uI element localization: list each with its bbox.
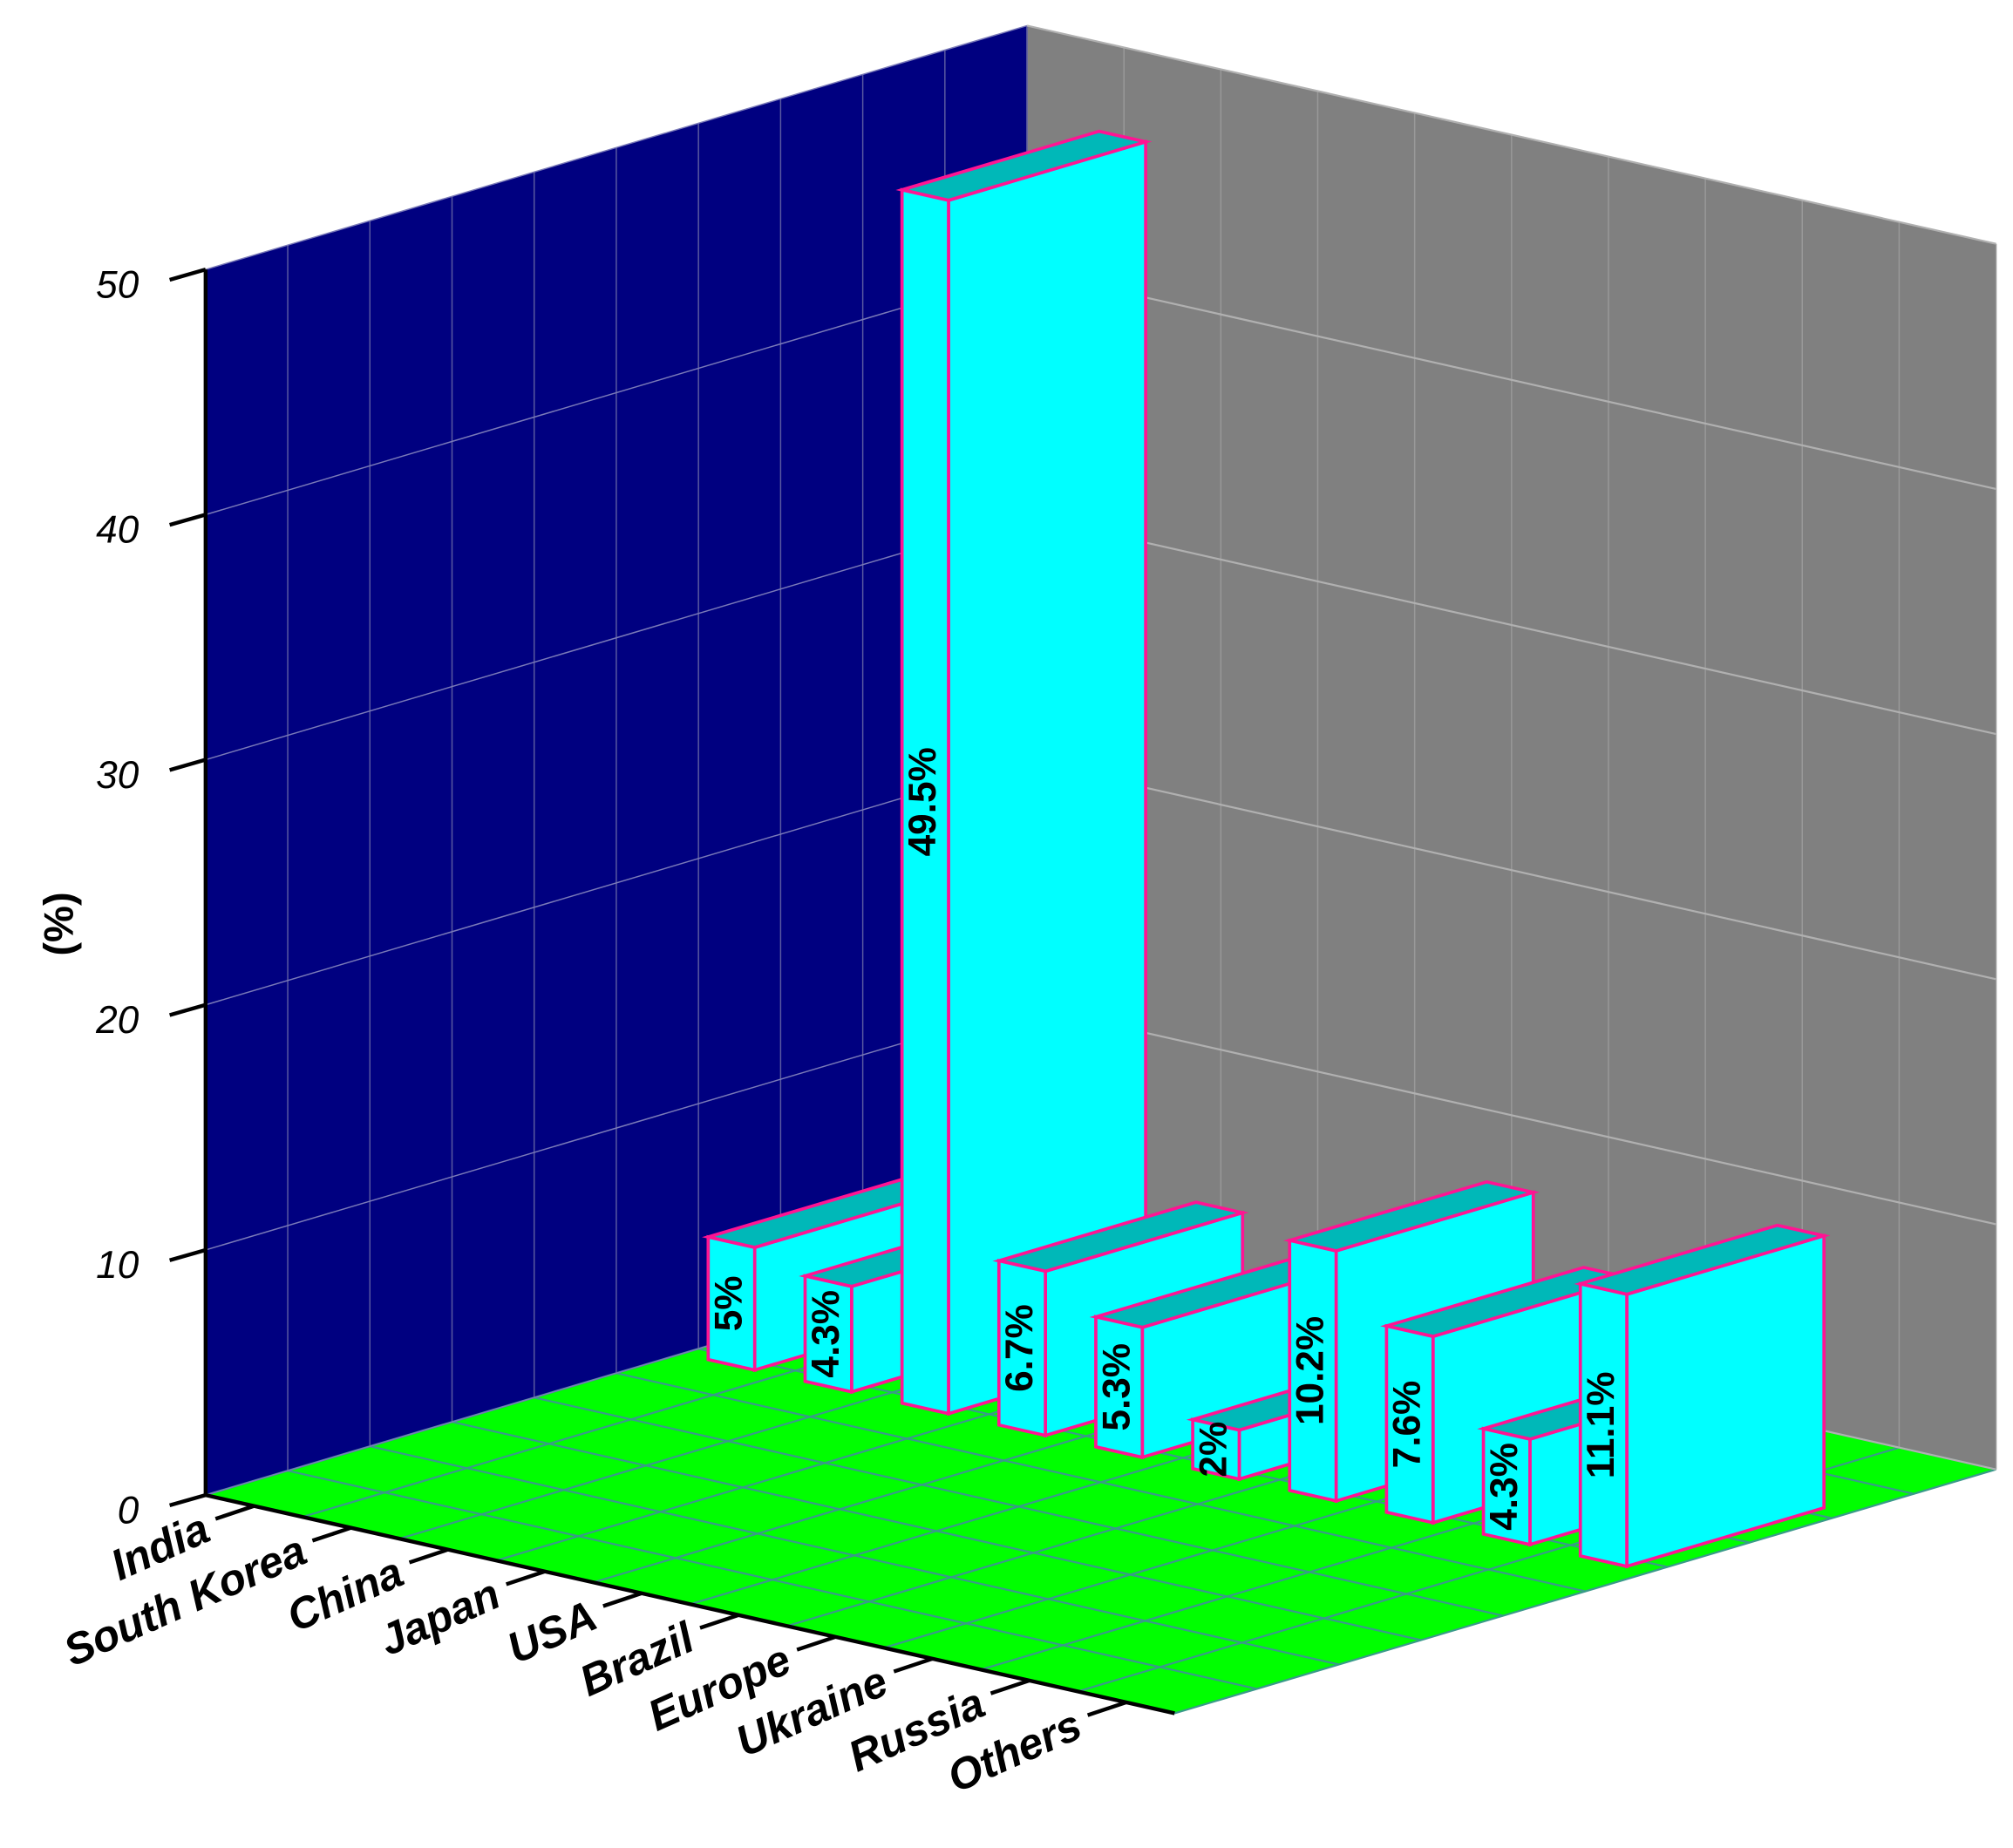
floor-grid-line xyxy=(287,1470,1257,1690)
x-tick xyxy=(506,1569,546,1586)
floor-grid-line xyxy=(370,1445,1340,1666)
y-axis-title: (%) xyxy=(35,892,81,955)
grid-line xyxy=(205,1005,1028,1251)
y-tick xyxy=(169,758,207,772)
y-tick-label: 20 xyxy=(95,999,139,1042)
grid-line xyxy=(205,24,1028,270)
y-tick xyxy=(169,513,207,527)
grid-line xyxy=(205,760,1028,1006)
value-label: 4.3% xyxy=(1483,1443,1526,1531)
bar-front xyxy=(1481,1426,1532,1547)
value-label: 5.3% xyxy=(1095,1343,1138,1431)
x-tick xyxy=(893,1656,934,1674)
floor-grid-line xyxy=(534,1396,1504,1617)
bar xyxy=(895,129,1153,1417)
y-tick-label: 10 xyxy=(96,1244,139,1287)
x-tick xyxy=(311,1525,352,1543)
value-label: 10.2% xyxy=(1289,1316,1332,1425)
y-tick xyxy=(169,1493,207,1508)
x-tick xyxy=(1086,1700,1127,1717)
x-tick xyxy=(796,1634,837,1652)
y-tick xyxy=(169,1002,207,1017)
grid-line xyxy=(205,269,1028,516)
bar-front xyxy=(1578,1281,1629,1569)
grid-line xyxy=(1026,514,1996,736)
y-tick-label: 50 xyxy=(96,263,139,306)
y-tick-label: 30 xyxy=(96,754,139,797)
x-tick xyxy=(989,1678,1030,1695)
x-tick xyxy=(602,1591,643,1608)
bar-front xyxy=(1191,1417,1241,1482)
value-label: 11.1% xyxy=(1580,1371,1622,1478)
bar-front xyxy=(996,1259,1047,1438)
bar-front xyxy=(1384,1323,1435,1525)
bar-front xyxy=(1094,1315,1145,1460)
bar-front xyxy=(1288,1238,1338,1504)
value-label: 49.5% xyxy=(901,747,944,856)
grid-line xyxy=(1026,759,1996,981)
bar-side xyxy=(947,139,1147,1417)
y-tick xyxy=(169,1247,207,1262)
bar-front xyxy=(706,1234,757,1372)
grid-line xyxy=(1026,269,1996,490)
grid-line xyxy=(205,515,1028,761)
bar-front xyxy=(900,187,950,1417)
value-label: 5% xyxy=(708,1275,751,1331)
value-label: 6.7% xyxy=(998,1304,1041,1392)
bar-front xyxy=(803,1274,853,1394)
value-label: 4.3% xyxy=(805,1290,847,1378)
y-tick-label: 0 xyxy=(118,1489,139,1532)
floor-grid-line xyxy=(452,1421,1422,1641)
value-label: 7.6% xyxy=(1386,1381,1429,1469)
x-axis xyxy=(205,1492,1175,1716)
x-tick xyxy=(214,1504,255,1521)
x-tick xyxy=(408,1547,449,1565)
grid-line xyxy=(1026,1005,1996,1226)
y-tick-label: 40 xyxy=(96,509,139,552)
bar xyxy=(1574,1223,1831,1569)
floor-grid-line xyxy=(615,1372,1586,1593)
grid-line xyxy=(1026,24,1996,245)
x-tick xyxy=(699,1613,739,1630)
value-label: 2% xyxy=(1192,1422,1234,1478)
y-tick xyxy=(169,268,207,282)
